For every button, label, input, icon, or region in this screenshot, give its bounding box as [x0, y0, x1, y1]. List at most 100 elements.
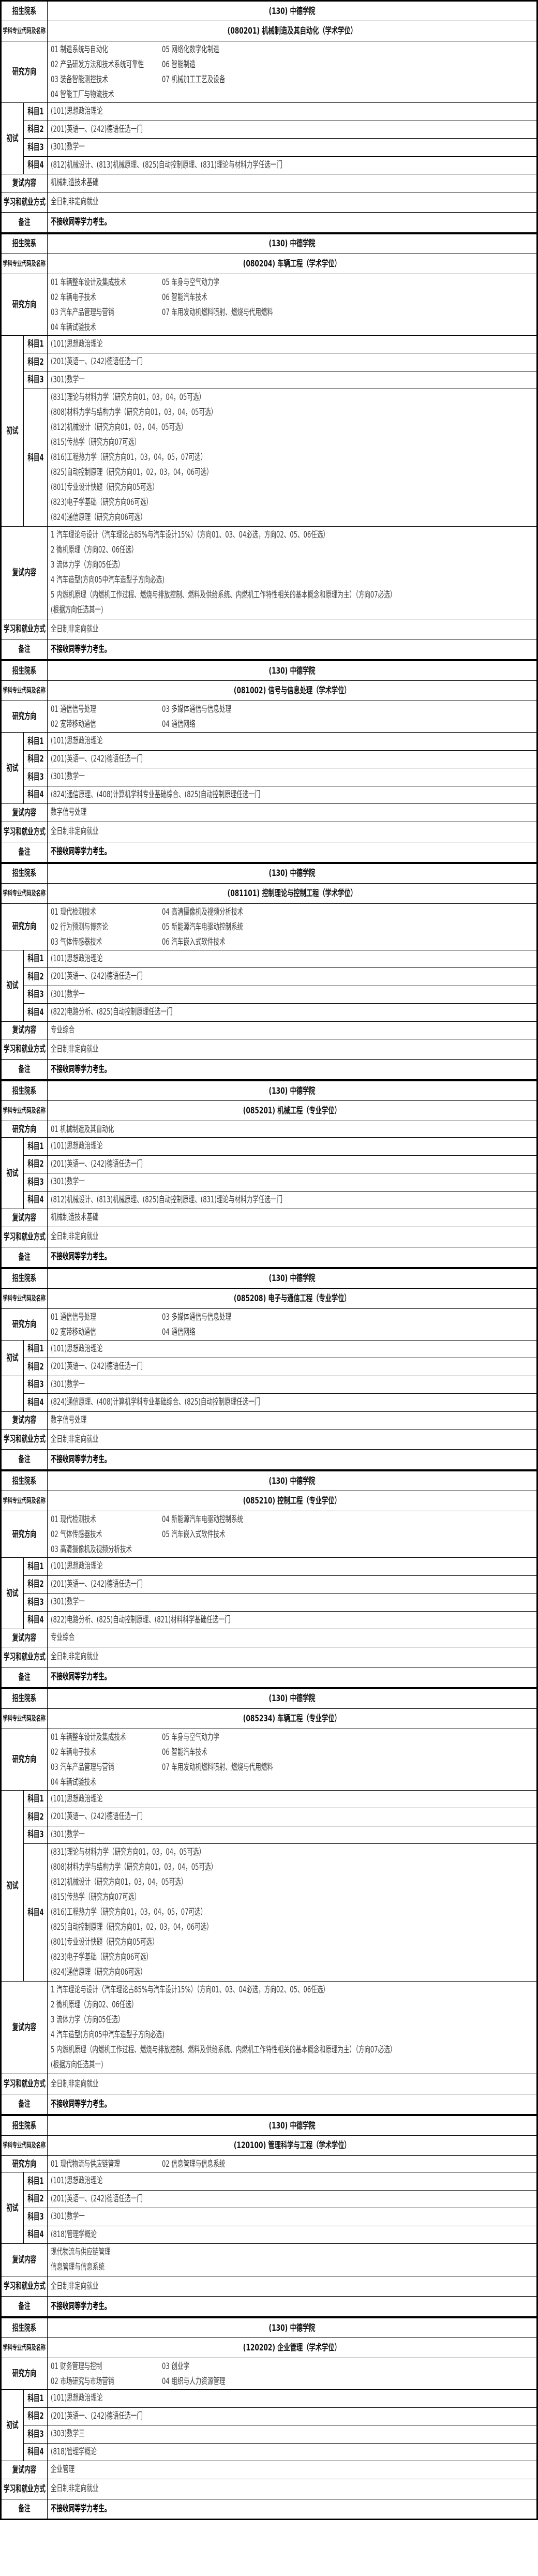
exam-subject-row: 科目2 (201)英语一、(242)德语任选一门 [1, 967, 537, 986]
exam-subject-row: 科目2 (201)英语一、(242)德语任选一门 [1, 1358, 537, 1376]
subject-label: 科目2 [23, 1808, 48, 1826]
direction-column: 01 现代检测技术 02 气体传感器技术 03 高清摄像机及视频分析技术 [51, 1512, 162, 1557]
exam-label-text: 初试 [6, 2420, 19, 2431]
college-label: 招生院系 [1, 2115, 48, 2136]
note-label: 备注 [1, 1246, 48, 1268]
directions-value: 01 车辆整车设计及集成技术 02 车辆电子技术 03 汽车产品管理与营销 04 车辆… [47, 273, 537, 336]
retest-value-line: 3 流体力学（方向05任选） [51, 2015, 124, 2025]
college-label: 招生院系 [1, 1688, 48, 1709]
subject-label-text: 科目3 [27, 1177, 44, 1187]
exam-subject-row: 科目3 (301)数学一 [1, 1173, 537, 1192]
mode-label-text: 学习和就业方式 [3, 826, 46, 837]
subject-label-text: 科目1 [27, 2393, 44, 2404]
note-label: 备注 [1, 212, 48, 233]
major-value: (080201) 机械制造及其自动化（学术学位） [47, 21, 537, 41]
retest-label-text: 复试内容 [12, 568, 37, 578]
note-row: 备注 不接收同等学力考生。 [1, 2094, 537, 2115]
subject-label: 科目3 [23, 2208, 48, 2226]
subject-label-text: 科目1 [27, 1344, 44, 1354]
subject-value-line: (101)思想政治理论 [51, 736, 103, 747]
subject-label: 科目1 [23, 1137, 48, 1156]
direction-item: 07 车用发动机燃料喷射、燃烧与代用燃料 [162, 307, 273, 318]
college-label-text: 招生院系 [12, 665, 37, 676]
subject-value-line: (101)思想政治理论 [51, 1561, 103, 1572]
directions-row: 研究方向 01 现代检测技术 02 行为预测与博弈论 03 气体传感器技术 04 高清摄… [1, 903, 537, 950]
direction-item: 02 宽带移动通信 [51, 719, 96, 729]
direction-item: 01 现代物流与供应链管理 [51, 2159, 120, 2169]
program-table: 招生院系 (130) 中德学院 学科专业代码及名称 (080204) 车辆工程（学术学… [0, 232, 538, 660]
direction-item: 01 制造系统与自动化 [51, 44, 108, 55]
note-value: 不接收同等学力考生。 [47, 2296, 537, 2317]
college-label-text: 招生院系 [12, 6, 37, 17]
mode-value: 全日制非定向就业 [47, 2276, 537, 2297]
subject-value: (301)数学一 [47, 370, 537, 389]
retest-label: 复试内容 [1, 803, 48, 822]
subject-label: 科目3 [23, 1173, 48, 1192]
mode-label: 学习和就业方式 [1, 1646, 48, 1667]
major-label: 学科专业代码及名称 [1, 1708, 48, 1729]
subject-label: 科目2 [23, 750, 48, 768]
subject-value: (201)英语一、(242)德语任选一门 [47, 2407, 537, 2425]
subject-label-text: 科目2 [27, 2194, 44, 2205]
direction-column [162, 1122, 536, 1137]
subject-value: (101)思想政治理论 [47, 732, 537, 751]
direction-item: 06 智能制造 [162, 59, 196, 70]
subject-value-line: (825)自动控制原理（研究方向01，02，03，04，06可选） [51, 467, 213, 478]
subject-value-line: (812)机械设计、(813)机械原理、(825)自动控制原理、(831)理论与… [51, 159, 283, 170]
subject-value: (201)英语一、(242)德语任选一门 [47, 967, 537, 986]
retest-value: 专业综合 [47, 1629, 537, 1647]
note-row: 备注 不接收同等学力考生。 [1, 2498, 537, 2520]
direction-item: 04 组织与人力资源管理 [162, 2376, 226, 2387]
exam-subject-row: 科目3 (301)数学一 [1, 138, 537, 157]
college-label: 招生院系 [1, 1, 48, 21]
retest-label-text: 复试内容 [12, 177, 37, 188]
college-label-text: 招生院系 [12, 1476, 37, 1486]
retest-value-line: 数字信号处理 [51, 1414, 87, 1425]
program-table: 招生院系 (130) 中德学院 学科专业代码及名称 (085234) 车辆工程（专业学… [0, 1687, 538, 2115]
major-label-text: 学科专业代码及名称 [3, 687, 46, 695]
subject-value-line: (301)数学一 [51, 1829, 85, 1840]
college-row: 招生院系 (130) 中德学院 [1, 660, 537, 681]
subject-value-line: (816)工程热力学（研究方向01，03，04，05，07可选） [51, 1907, 207, 1917]
subject-label-text: 科目3 [27, 2429, 44, 2439]
college-label: 招生院系 [1, 862, 48, 884]
college-row: 招生院系 (130) 中德学院 [1, 1688, 537, 1709]
exam-label: 初试 [1, 1137, 24, 1209]
retest-label-text: 复试内容 [12, 2464, 37, 2475]
major-row: 学科专业代码及名称 (085234) 车辆工程（专业学位） [1, 1708, 537, 1729]
exam-label: 初试 [1, 1557, 24, 1629]
subject-label: 科目1 [23, 1557, 48, 1576]
college-row: 招生院系 (130) 中德学院 [1, 862, 537, 884]
mode-label: 学习和就业方式 [1, 2478, 48, 2499]
direction-item: 03 多媒体通信与信息处理 [162, 704, 231, 714]
retest-value-line: (根据方向任选其一) [51, 605, 103, 615]
retest-value-line: 5 内燃机原理（内燃机工作过程、燃烧与排放控制、燃料及供给系统、内燃机工作特性相… [51, 2045, 396, 2055]
directions-row: 研究方向 01 制造系统与自动化 02 产品研发方法和技术系统可靠性 03 装备智能测… [1, 41, 537, 103]
major-label: 学科专业代码及名称 [1, 1288, 48, 1309]
subject-label: 科目4 [23, 2443, 48, 2461]
retest-value-line: 2 微机原理（方向02、06任选） [51, 2000, 138, 2010]
subject-label: 科目3 [23, 985, 48, 1004]
subject-value-line: (101)思想政治理论 [51, 953, 103, 964]
subject-value: (101)思想政治理论 [47, 1137, 537, 1156]
subject-label: 科目2 [23, 120, 48, 139]
college-value: (130) 中德学院 [47, 2115, 537, 2136]
exam-subject-row: 科目2 (201)英语一、(242)德语任选一门 [1, 120, 537, 139]
subject-value-line: (818)管理学概论 [51, 2446, 97, 2457]
major-value: (085234) 车辆工程（专业学位） [47, 1708, 537, 1729]
note-value: 不接收同等学力考生。 [47, 2498, 537, 2520]
direction-item: 01 现代检测技术 [51, 1514, 96, 1525]
subject-value-line: (101)思想政治理论 [51, 2176, 103, 2186]
subject-value-line: (824)通信原理（研究方向06可选） [51, 1967, 146, 1977]
college-label: 招生院系 [1, 233, 48, 254]
subject-value-line: (815)传热学（研究方向07可选） [51, 437, 140, 448]
note-row: 备注 不接收同等学力考生。 [1, 1246, 537, 1268]
subject-label-text: 科目4 [27, 2229, 44, 2240]
subject-value-line: (201)英语一、(242)德语任选一门 [51, 1158, 143, 1169]
subject-value-line: (812)机械设计（研究方向01，03，04，05可选） [51, 422, 187, 433]
exam-label: 初试 [1, 335, 24, 527]
direction-column: 01 通信信号处理 02 宽带移动通信 [51, 702, 162, 732]
retest-row: 复试内容 专业综合 [1, 1021, 537, 1039]
mode-row: 学习和就业方式 全日制非定向就业 [1, 2074, 537, 2094]
retest-row: 复试内容 数字信号处理 [1, 1411, 537, 1430]
